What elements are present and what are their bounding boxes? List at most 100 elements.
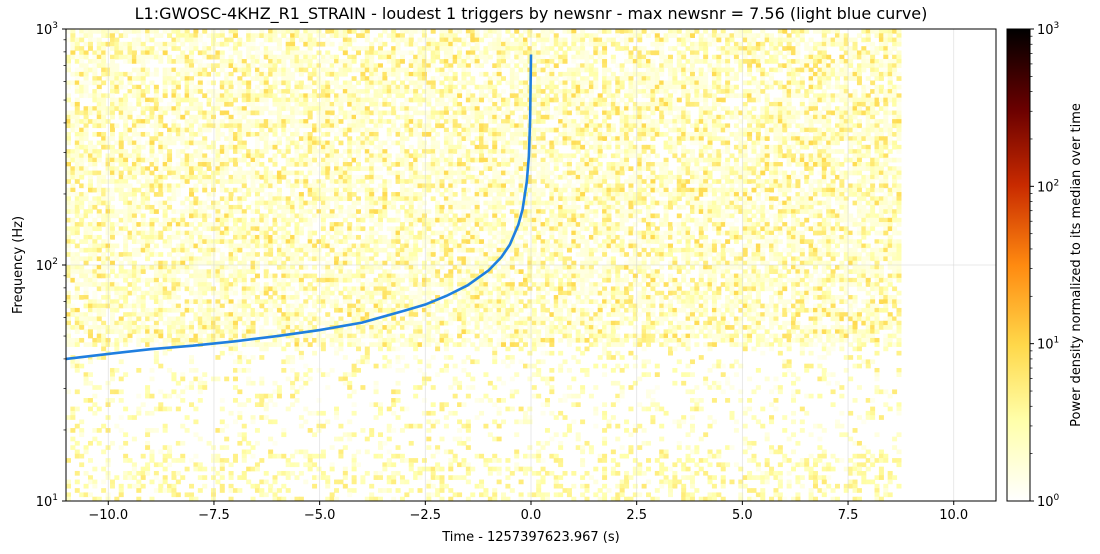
heatmap-cell [272, 84, 278, 90]
heatmap-cell [171, 187, 177, 193]
heatmap-cell [294, 144, 300, 150]
heatmap-cell [883, 41, 889, 47]
heatmap-cell [399, 187, 405, 193]
heatmap-cell [443, 93, 449, 99]
heatmap-cell [676, 136, 682, 141]
heatmap-cell [162, 140, 168, 146]
heatmap-cell [101, 80, 107, 86]
heatmap-cell [232, 50, 238, 56]
heatmap-cell [588, 144, 594, 150]
heatmap-cell [496, 33, 502, 38]
heatmap-cell [237, 187, 243, 193]
heatmap-cell [861, 46, 867, 51]
heatmap-cell [628, 76, 634, 81]
heatmap-cell [127, 140, 133, 146]
heatmap-cell [676, 179, 682, 184]
heatmap-cell [127, 166, 133, 171]
heatmap-cell [465, 33, 471, 38]
heatmap-cell [158, 110, 164, 116]
heatmap-cell [377, 37, 383, 43]
heatmap-cell [465, 136, 471, 141]
heatmap-cell [461, 106, 467, 111]
heatmap-cell [211, 54, 216, 60]
heatmap-cell [795, 46, 801, 51]
heatmap-cell [861, 166, 867, 171]
heatmap-cell [672, 140, 678, 146]
heatmap-cell [817, 179, 823, 184]
heatmap-cell [189, 84, 195, 90]
heatmap-cell [241, 144, 247, 150]
heatmap-cell [668, 179, 673, 184]
heatmap-cell [312, 106, 318, 111]
heatmap-cell [408, 76, 414, 81]
heatmap-cell [285, 29, 291, 34]
heatmap-cell [224, 179, 230, 184]
heatmap-cell [452, 131, 458, 137]
heatmap-cell [325, 187, 331, 193]
heatmap-cell [676, 84, 682, 90]
heatmap-cell [505, 54, 511, 60]
heatmap-cell [443, 162, 449, 167]
heatmap-cell [118, 187, 124, 193]
heatmap-cell [883, 97, 889, 103]
heatmap-cell [272, 37, 278, 43]
heatmap-cell [470, 37, 476, 43]
heatmap-cell [254, 97, 260, 103]
heatmap-cell [303, 41, 309, 47]
heatmap-cell [874, 110, 880, 116]
heatmap-cell [83, 136, 89, 141]
heatmap-cell [896, 170, 902, 176]
heatmap-cell [501, 63, 507, 69]
heatmap-cell [281, 29, 287, 34]
heatmap-cell [703, 59, 709, 64]
heatmap-cell [202, 183, 208, 189]
heatmap-cell [74, 174, 80, 180]
heatmap-cell [298, 71, 304, 77]
heatmap-cell [646, 119, 652, 124]
heatmap-cell [294, 101, 300, 107]
heatmap-cell [716, 76, 722, 81]
heatmap-cell [628, 183, 634, 189]
heatmap-cell [650, 166, 656, 171]
heatmap-cell [650, 67, 656, 73]
heatmap-cell [312, 80, 318, 86]
heatmap-cell [865, 174, 871, 180]
heatmap-cell [549, 46, 555, 51]
heatmap-cell [518, 54, 524, 60]
heatmap-cell [228, 89, 234, 94]
heatmap-cell [843, 136, 849, 141]
heatmap-cell [681, 162, 687, 167]
heatmap-cell [338, 29, 344, 34]
heatmap-cell [694, 170, 700, 176]
heatmap-cell [470, 54, 476, 60]
heatmap-cell [496, 37, 502, 43]
heatmap-cell [773, 41, 779, 47]
heatmap-cell [180, 67, 186, 73]
heatmap-cell [206, 63, 212, 69]
heatmap-cell [351, 106, 357, 111]
heatmap-cell [747, 123, 753, 129]
heatmap-cell [549, 127, 555, 133]
heatmap-cell [307, 140, 313, 146]
heatmap-cell [294, 149, 300, 154]
heatmap-cell [887, 140, 893, 146]
heatmap-cell [114, 84, 120, 90]
heatmap-cell [224, 149, 230, 154]
heatmap-cell [637, 110, 643, 116]
heatmap-cell [127, 80, 133, 86]
heatmap-cell [562, 127, 568, 133]
heatmap-cell [276, 140, 282, 146]
heatmap-cell [755, 80, 761, 86]
heatmap-cell [334, 59, 340, 64]
heatmap-cell [320, 97, 326, 103]
heatmap-cell [356, 89, 361, 94]
heatmap-cell [588, 162, 594, 167]
heatmap-cell [487, 76, 493, 81]
heatmap-cell [281, 93, 287, 99]
heatmap-cell [237, 170, 243, 176]
heatmap-cell [118, 33, 124, 38]
heatmap-cell [184, 127, 190, 133]
heatmap-cell [232, 144, 238, 150]
heatmap-cell [180, 166, 186, 171]
heatmap-cell [646, 183, 652, 189]
